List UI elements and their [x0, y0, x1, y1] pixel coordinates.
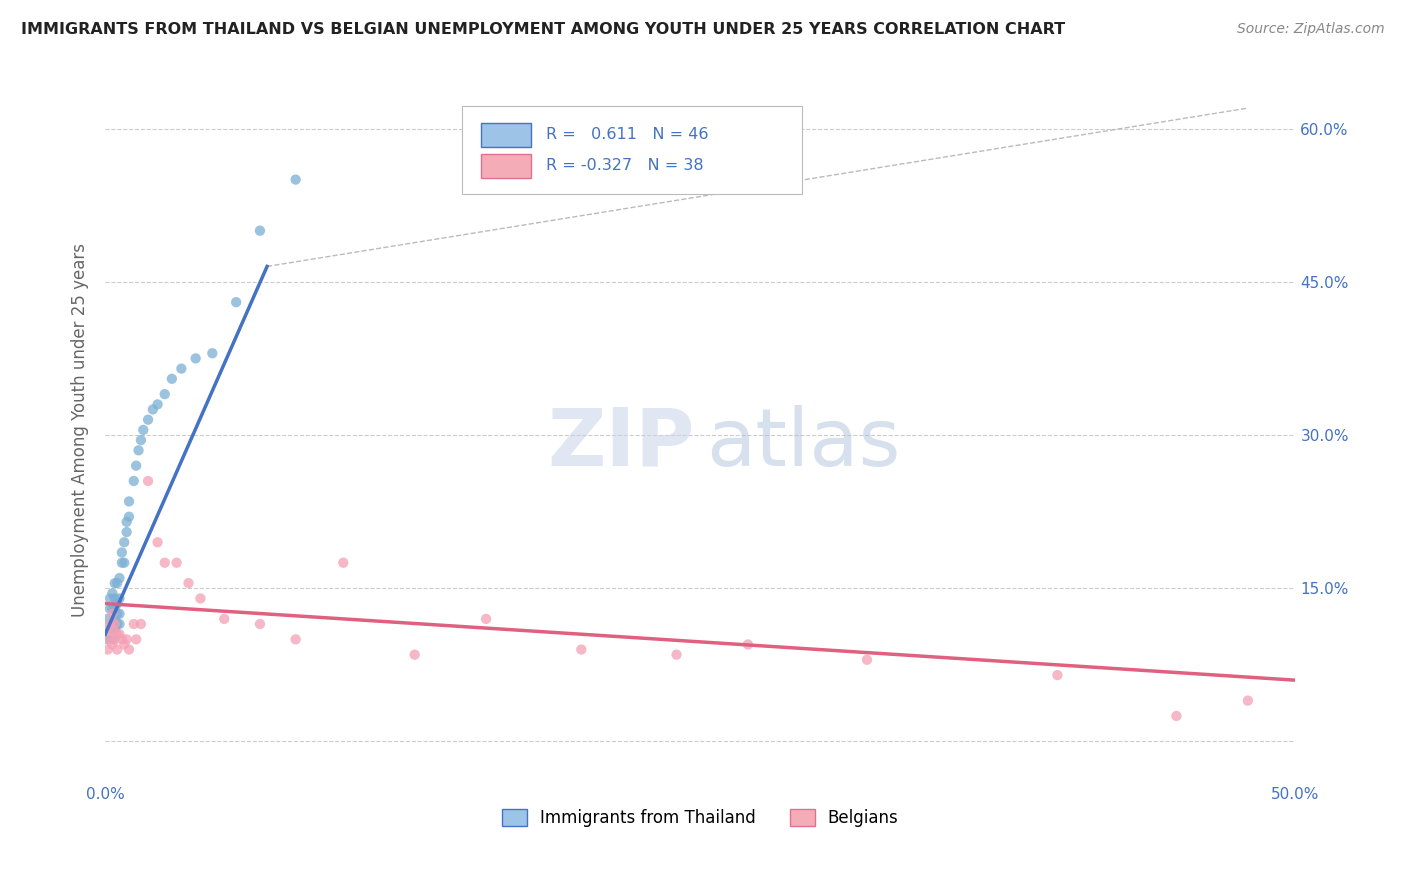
Point — [104, 622, 127, 636]
Point — [170, 361, 193, 376]
Point — [101, 637, 124, 651]
Point — [101, 607, 124, 621]
Point — [1166, 709, 1188, 723]
Point — [132, 423, 155, 437]
Point — [108, 627, 131, 641]
Point — [404, 648, 426, 662]
Point — [111, 556, 134, 570]
Point — [111, 632, 134, 647]
Point — [115, 524, 138, 539]
Point — [125, 458, 148, 473]
Point — [737, 637, 759, 651]
Point — [125, 632, 148, 647]
Point — [569, 642, 592, 657]
Point — [212, 612, 235, 626]
Point — [1046, 668, 1069, 682]
Point — [118, 494, 141, 508]
Point — [856, 653, 879, 667]
Point — [115, 515, 138, 529]
Point — [98, 632, 121, 647]
Point — [98, 591, 121, 606]
Point — [104, 591, 127, 606]
Point — [105, 597, 128, 611]
Point — [97, 622, 120, 636]
Point — [97, 612, 120, 626]
Point — [101, 622, 124, 636]
Point — [115, 632, 138, 647]
Point — [105, 627, 128, 641]
Point — [104, 576, 127, 591]
Point — [129, 617, 152, 632]
Point — [104, 601, 127, 615]
Point — [112, 637, 135, 651]
Point — [104, 617, 127, 632]
Legend: Immigrants from Thailand, Belgians: Immigrants from Thailand, Belgians — [495, 803, 905, 834]
Point — [201, 346, 224, 360]
Point — [332, 556, 354, 570]
Point — [108, 591, 131, 606]
Point — [160, 372, 183, 386]
Point — [105, 642, 128, 657]
Point — [112, 556, 135, 570]
Point — [108, 607, 131, 621]
Text: R =   0.611   N = 46: R = 0.611 N = 46 — [546, 127, 709, 142]
Text: ZIP: ZIP — [547, 405, 695, 483]
Point — [129, 433, 152, 447]
Point — [166, 556, 188, 570]
Point — [184, 351, 207, 366]
Point — [177, 576, 200, 591]
Point — [101, 601, 124, 615]
FancyBboxPatch shape — [481, 123, 531, 147]
Point — [101, 617, 124, 632]
Point — [249, 617, 271, 632]
Point — [104, 632, 127, 647]
Point — [146, 397, 169, 411]
Point — [111, 545, 134, 559]
Point — [105, 617, 128, 632]
Point — [249, 224, 271, 238]
Point — [105, 576, 128, 591]
Point — [104, 612, 127, 626]
Point — [108, 617, 131, 632]
Point — [153, 387, 176, 401]
Text: atlas: atlas — [706, 405, 901, 483]
Point — [153, 556, 176, 570]
Point — [665, 648, 688, 662]
Point — [105, 607, 128, 621]
Point — [225, 295, 247, 310]
Point — [284, 172, 307, 186]
Point — [1237, 693, 1260, 707]
Y-axis label: Unemployment Among Youth under 25 years: Unemployment Among Youth under 25 years — [72, 243, 89, 617]
Point — [98, 617, 121, 632]
Point — [475, 612, 498, 626]
Point — [98, 601, 121, 615]
Point — [97, 632, 120, 647]
Point — [97, 642, 120, 657]
FancyBboxPatch shape — [481, 154, 531, 178]
Point — [101, 632, 124, 647]
Point — [284, 632, 307, 647]
FancyBboxPatch shape — [463, 105, 801, 194]
Text: Source: ZipAtlas.com: Source: ZipAtlas.com — [1237, 22, 1385, 37]
Point — [136, 474, 159, 488]
Point — [108, 571, 131, 585]
Point — [122, 617, 145, 632]
Text: IMMIGRANTS FROM THAILAND VS BELGIAN UNEMPLOYMENT AMONG YOUTH UNDER 25 YEARS CORR: IMMIGRANTS FROM THAILAND VS BELGIAN UNEM… — [21, 22, 1066, 37]
Point — [128, 443, 150, 458]
Point — [112, 535, 135, 549]
Point — [118, 509, 141, 524]
Point — [146, 535, 169, 549]
Point — [118, 642, 141, 657]
Text: R = -0.327   N = 38: R = -0.327 N = 38 — [546, 158, 703, 173]
Point — [122, 474, 145, 488]
Point — [136, 412, 159, 426]
Point — [101, 586, 124, 600]
Point — [190, 591, 212, 606]
Point — [142, 402, 165, 417]
Point — [98, 622, 121, 636]
